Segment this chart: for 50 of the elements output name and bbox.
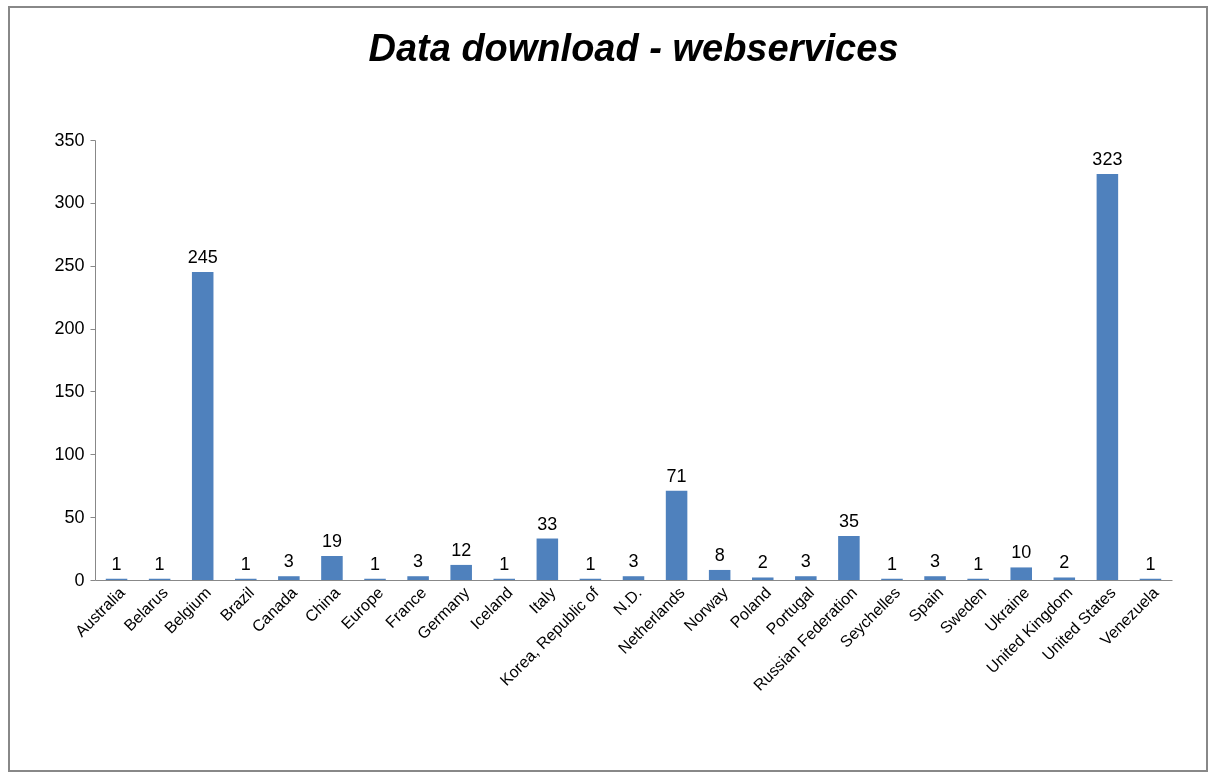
y-tick-label: 300 [54, 192, 85, 213]
data-label: 1 [973, 553, 984, 574]
data-label: 1 [499, 553, 510, 574]
y-tick-label: 50 [64, 506, 85, 527]
bar [450, 564, 472, 580]
bar [622, 576, 645, 580]
data-label: 10 [1011, 542, 1032, 563]
data-label: 1 [886, 553, 897, 574]
y-tick-label: 250 [54, 255, 85, 276]
data-label: 1 [1145, 553, 1156, 574]
data-label: 323 [1092, 148, 1123, 169]
data-label: 12 [451, 539, 472, 560]
bar [407, 576, 429, 580]
chart-title: Data download - webservices [368, 27, 899, 69]
data-label: 1 [585, 553, 596, 574]
data-label: 8 [714, 544, 725, 565]
data-label: 2 [1059, 552, 1070, 573]
bar [751, 577, 774, 580]
bar [191, 272, 214, 580]
data-label: 19 [321, 531, 342, 552]
y-tick-label: 200 [54, 318, 85, 339]
data-label: 1 [111, 553, 122, 574]
bar [278, 576, 300, 580]
bar [1010, 567, 1032, 580]
y-tick-label: 150 [54, 380, 85, 401]
y-tick-label: 0 [74, 569, 85, 590]
bar [1096, 173, 1119, 580]
bar [1053, 577, 1076, 580]
data-label: 245 [187, 247, 218, 267]
bar [708, 569, 731, 580]
data-label: 1 [240, 553, 251, 574]
bar [321, 556, 343, 580]
bar [795, 576, 817, 580]
y-tick-label: 100 [54, 443, 85, 464]
data-label: 3 [930, 551, 941, 572]
data-label: 3 [283, 551, 294, 572]
y-tick-label: 350 [54, 129, 85, 150]
data-label: 3 [413, 551, 424, 572]
data-label: 3 [800, 551, 811, 572]
data-label: 1 [370, 553, 381, 574]
data-label: 2 [757, 552, 768, 573]
bar [536, 538, 559, 580]
data-label: 71 [666, 465, 687, 486]
data-label: 3 [628, 551, 639, 572]
bar [665, 490, 688, 580]
data-label: 33 [537, 513, 558, 534]
bar [924, 576, 946, 580]
data-label: 1 [154, 553, 165, 574]
data-label: 35 [838, 511, 859, 531]
bar [838, 536, 860, 580]
